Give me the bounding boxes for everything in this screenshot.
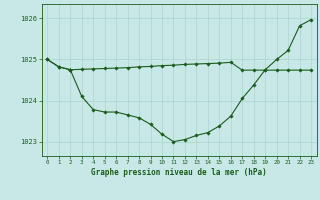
X-axis label: Graphe pression niveau de la mer (hPa): Graphe pression niveau de la mer (hPa)	[91, 168, 267, 177]
